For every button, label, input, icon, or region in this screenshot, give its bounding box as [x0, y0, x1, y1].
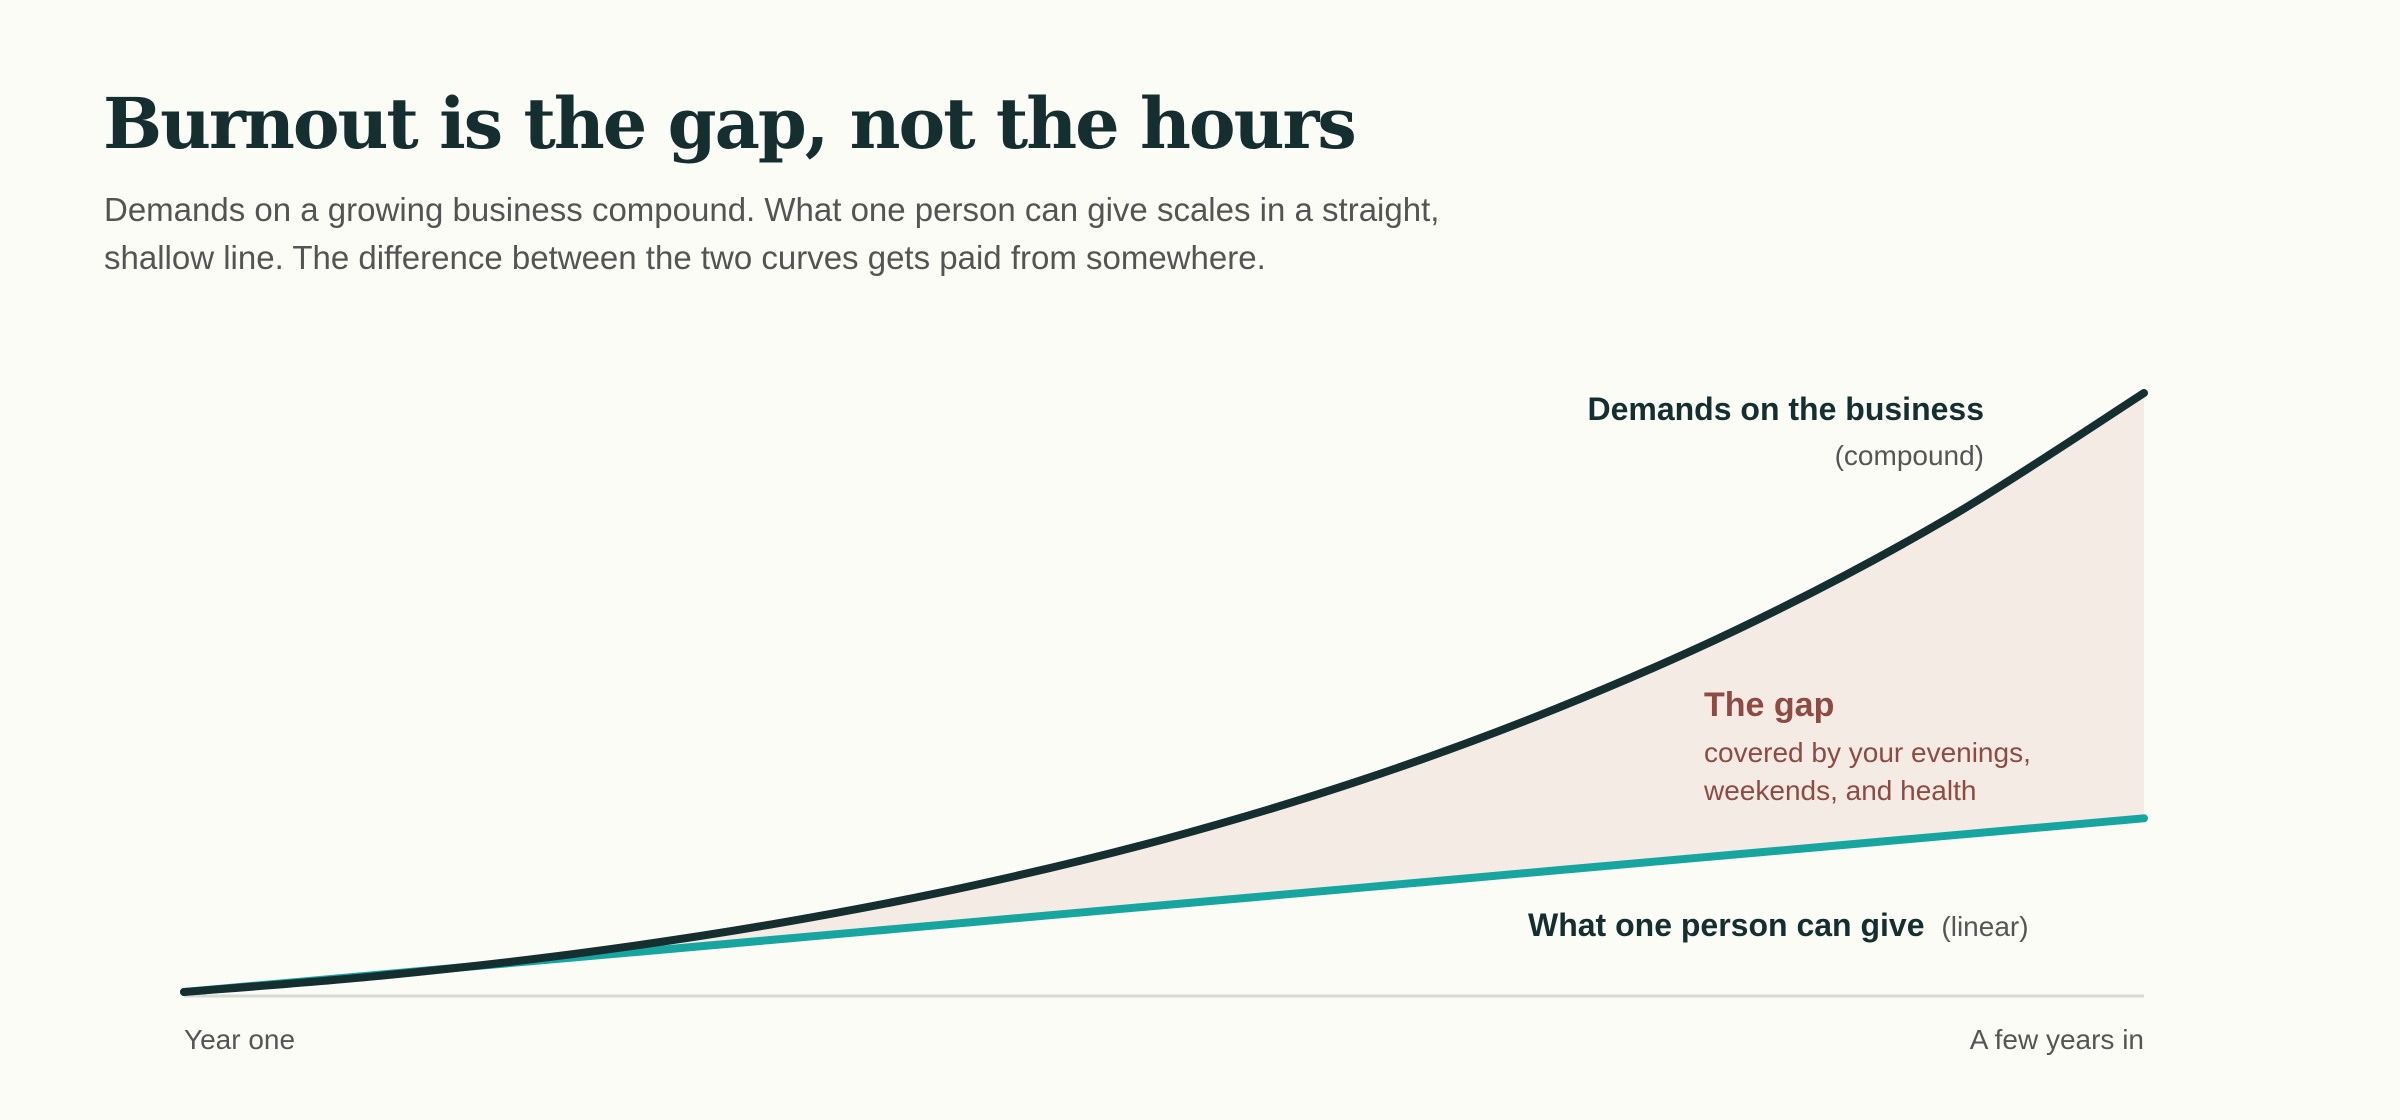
gap-note-line-1: covered by your evenings, [1704, 737, 2031, 768]
gap-area [184, 393, 2144, 992]
x-axis-start-label: Year one [184, 1024, 295, 1055]
linear-series-label-group: What one person can give (linear) [1528, 907, 2029, 943]
chart-subtitle: Demands on a growing business compound. … [104, 191, 1440, 276]
gap-note-line-2: weekends, and health [1703, 775, 1976, 806]
linear-series-qualifier: (linear) [1941, 911, 2028, 942]
demands-series-label: Demands on the business [1587, 391, 1984, 427]
linear-series-label: What one person can give [1528, 907, 1925, 943]
x-axis-end-label: A few years in [1970, 1024, 2144, 1055]
chart-title: Burnout is the gap, not the hours [103, 82, 1357, 165]
line-demands-on-the-business [180, 389, 2148, 996]
gap-label: The gap [1704, 686, 1834, 724]
demands-series-qualifier: (compound) [1835, 440, 1984, 471]
